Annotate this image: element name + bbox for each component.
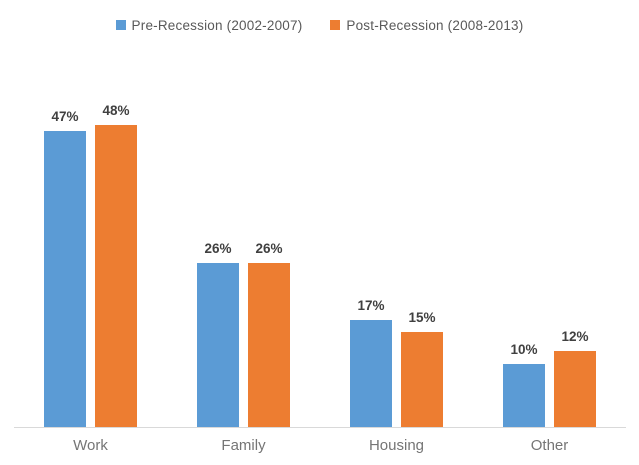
category-label-work: Work	[73, 437, 108, 454]
bar-wrap-pre-other: 10%	[503, 342, 545, 427]
bar-value-label-post-housing: 15%	[408, 310, 436, 325]
legend-label-pre-recession: Pre-Recession (2002-2007)	[131, 17, 303, 33]
bar-group-work: 47% 48%	[14, 87, 167, 427]
bar-pre-housing	[350, 320, 392, 427]
category-label-family: Family	[221, 437, 266, 454]
bar-value-label-post-other: 12%	[561, 329, 589, 344]
bar-pre-other	[503, 364, 545, 427]
bar-group-family: 26% 26%	[167, 87, 320, 427]
category-label-housing: Housing	[368, 437, 425, 454]
bar-post-work	[95, 125, 137, 427]
bar-wrap-pre-housing: 17%	[350, 298, 392, 427]
bar-value-label-pre-family: 26%	[204, 241, 232, 256]
bar-wrap-post-housing: 15%	[401, 310, 443, 427]
legend-item-post-recession: Post-Recession (2008-2013)	[330, 18, 523, 33]
plot-area: 47% 48% 26% 26% 17% 15% 10% 12% Work Family Housi…	[14, 87, 626, 465]
category-label-other: Other	[530, 437, 569, 454]
bar-value-label-post-family: 26%	[255, 241, 283, 256]
bar-wrap-pre-family: 26%	[197, 241, 239, 427]
legend-swatch-post-recession-icon	[330, 20, 341, 30]
bar-post-housing	[401, 332, 443, 427]
bar-value-label-pre-other: 10%	[510, 342, 538, 357]
legend-swatch-pre-recession-icon	[115, 20, 126, 30]
bar-value-label-post-work: 48%	[102, 103, 130, 118]
legend-label-post-recession: Post-Recession (2008-2013)	[346, 17, 524, 33]
bar-post-other	[554, 351, 596, 427]
bar-value-label-pre-work: 47%	[51, 109, 79, 124]
legend-item-pre-recession: Pre-Recession (2002-2007)	[115, 17, 303, 33]
bar-post-family	[248, 263, 290, 427]
bar-wrap-post-family: 26%	[248, 241, 290, 427]
bar-wrap-post-other: 12%	[554, 329, 596, 427]
bar-wrap-post-work: 48%	[95, 103, 137, 427]
plot-category-labels: Work Family Housing Other	[14, 428, 626, 465]
bar-pre-family	[197, 263, 239, 427]
bar-value-label-pre-housing: 17%	[357, 298, 385, 313]
legend: Pre-Recession (2002-2007) Post-Recession…	[0, 0, 639, 35]
bar-group-housing: 17% 15%	[320, 87, 473, 427]
bar-pre-work	[44, 131, 86, 427]
bar-wrap-pre-work: 47%	[44, 109, 86, 427]
plot-bars: 47% 48% 26% 26% 17% 15% 10% 12%	[14, 87, 626, 428]
bar-group-other: 10% 12%	[473, 87, 626, 427]
